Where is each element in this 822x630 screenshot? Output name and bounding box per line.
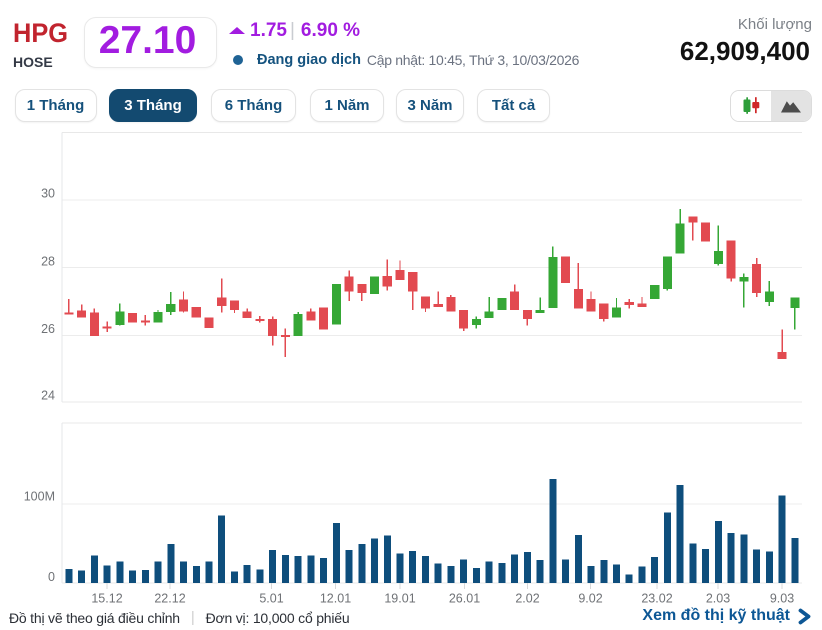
- svg-text:9.02: 9.02: [578, 592, 602, 606]
- svg-text:30: 30: [41, 187, 55, 201]
- svg-text:26: 26: [41, 322, 55, 336]
- svg-text:15.12: 15.12: [91, 592, 122, 606]
- svg-text:19.01: 19.01: [384, 592, 415, 606]
- svg-text:100M: 100M: [24, 490, 55, 504]
- svg-text:26.01: 26.01: [449, 592, 480, 606]
- svg-text:22.12: 22.12: [154, 592, 185, 606]
- svg-text:0: 0: [48, 570, 55, 584]
- svg-text:5.01: 5.01: [259, 592, 283, 606]
- svg-text:2.03: 2.03: [706, 592, 730, 606]
- svg-text:9.03: 9.03: [770, 592, 794, 606]
- svg-text:23.02: 23.02: [641, 592, 672, 606]
- svg-text:12.01: 12.01: [320, 592, 351, 606]
- svg-text:24: 24: [41, 389, 55, 403]
- svg-text:28: 28: [41, 254, 55, 268]
- svg-text:2.02: 2.02: [515, 592, 539, 606]
